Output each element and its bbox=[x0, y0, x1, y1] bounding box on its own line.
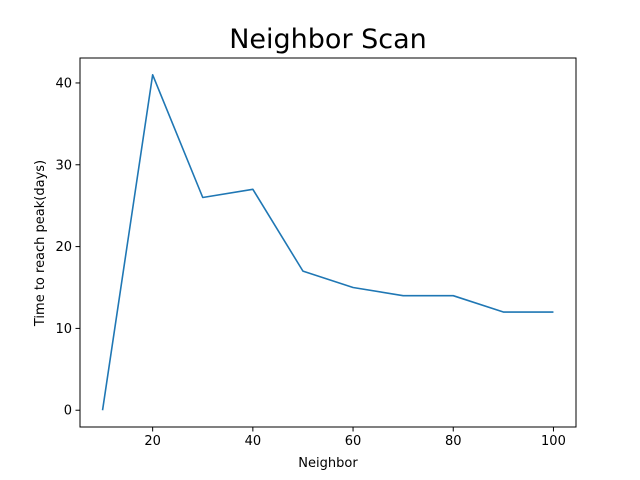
x-tick-label: 60 bbox=[345, 434, 362, 449]
plot-frame bbox=[79, 57, 577, 428]
x-axis-label: Neighbor bbox=[298, 456, 358, 471]
x-tick-label: 20 bbox=[144, 434, 161, 449]
y-tick-label: 10 bbox=[55, 322, 72, 337]
y-tick-label: 30 bbox=[55, 158, 72, 173]
y-tick-label: 0 bbox=[64, 404, 72, 419]
y-tick-label: 20 bbox=[55, 240, 72, 255]
series-line-1 bbox=[101, 73, 554, 411]
x-tick-label: 100 bbox=[541, 434, 566, 449]
x-tick-label: 40 bbox=[245, 434, 262, 449]
y-tick-label: 40 bbox=[55, 76, 72, 91]
plot-area: 20 40 60 80 100 0 10 20 30 40 bbox=[55, 57, 577, 449]
x-tick-label: 80 bbox=[445, 434, 462, 449]
y-axis-label: Time to reach peak(days) bbox=[33, 160, 48, 327]
chart-title: Neighbor Scan bbox=[229, 24, 427, 55]
